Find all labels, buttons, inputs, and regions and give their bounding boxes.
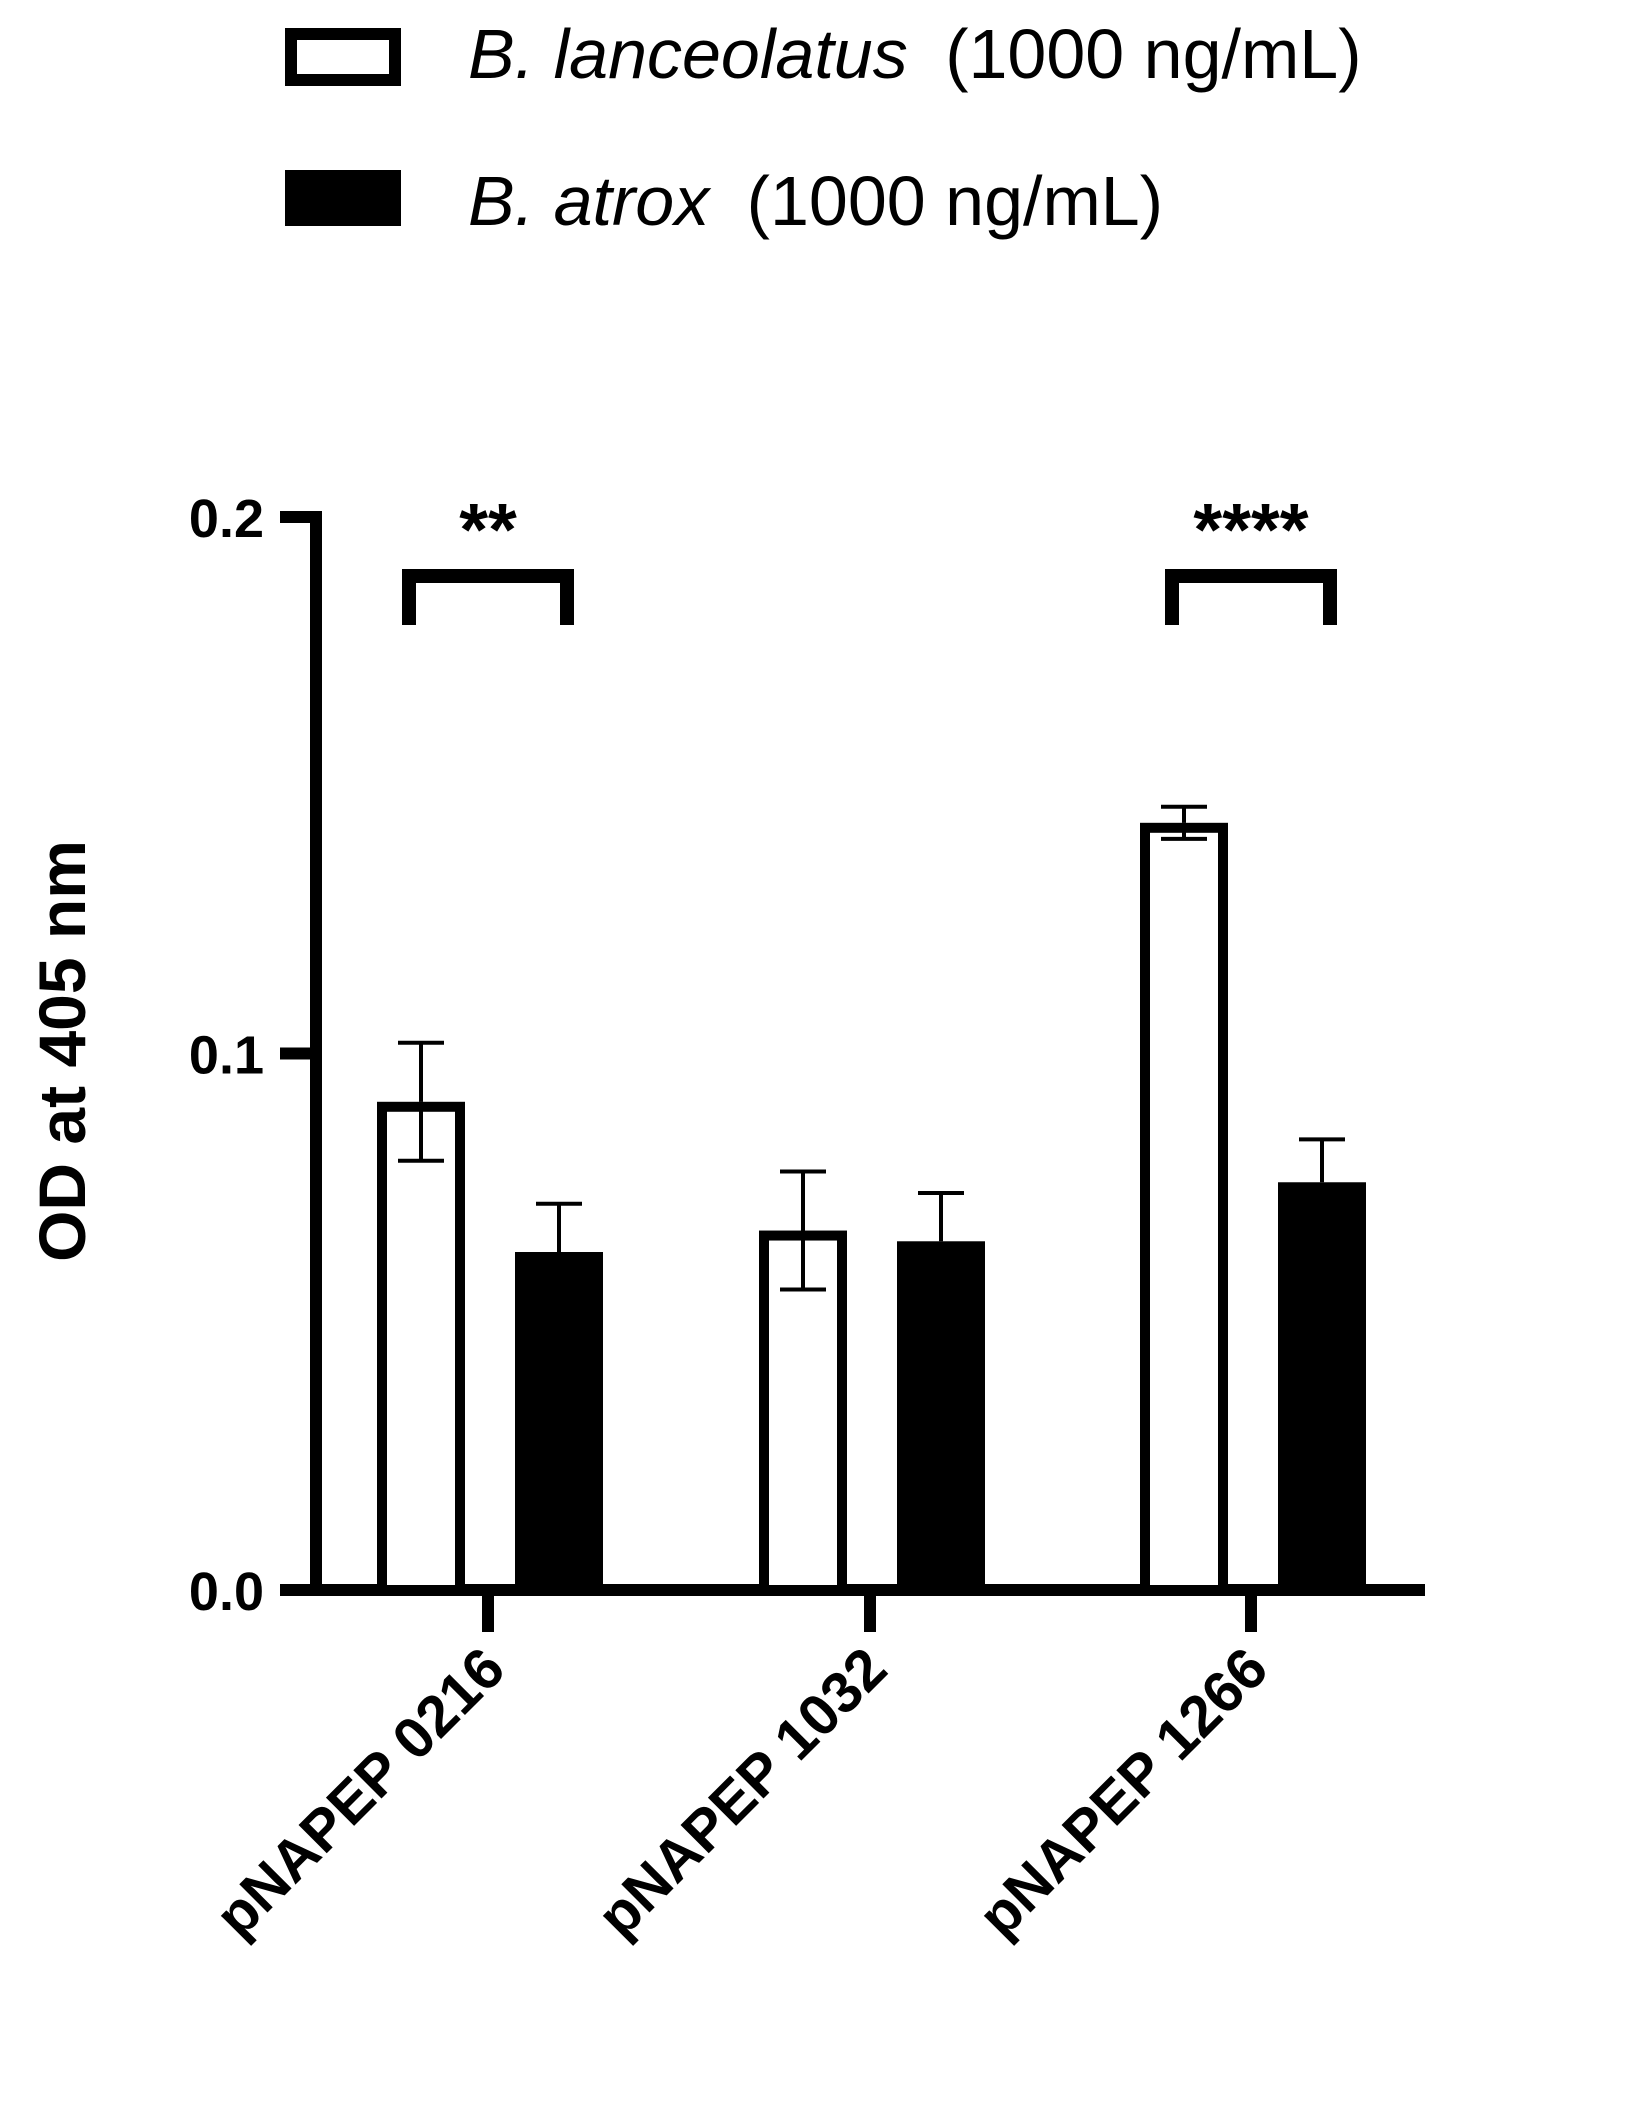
y-ticks: 0.0 0.1 0.2 (189, 489, 316, 1622)
legend-concentration-lanceolatus: (1000 ng/mL) (945, 15, 1361, 93)
legend-item-lanceolatus: B. lanceolatus (1000 ng/mL) (285, 15, 1362, 93)
y-tick-label: 0.2 (189, 489, 264, 549)
axes (310, 511, 1425, 1596)
bar (1278, 1182, 1366, 1590)
y-tick-label: 0.0 (189, 1562, 264, 1622)
significance-label: **** (1193, 488, 1308, 571)
legend-concentration-atrox: (1000 ng/mL) (747, 162, 1163, 240)
significance-bracket (1165, 569, 1337, 625)
legend-species-lanceolatus: B. lanceolatus (468, 15, 908, 93)
y-tick-label: 0.1 (189, 1026, 264, 1086)
bar (897, 1241, 985, 1590)
significance-label: ** (459, 488, 517, 571)
legend-species-atrox: B. atrox (468, 162, 712, 240)
y-axis-label: OD at 405 nm (25, 840, 99, 1262)
error-bars (398, 804, 1345, 1292)
x-ticks: pNAPEP 0216 pNAPEP 1032 pNAPEP 1266 (203, 1590, 1280, 1949)
bars (377, 822, 1366, 1596)
legend-swatch-lanceolatus (285, 28, 401, 86)
svg-text:B. lanceolatus (1000 n: B. lanceolatus (1000 ng/mL) (468, 15, 1362, 93)
bar (515, 1252, 603, 1590)
bar (377, 1101, 465, 1596)
significance-bracket (402, 569, 574, 625)
significance-annotations: ** **** (402, 488, 1337, 625)
svg-text:B. atrox (1000 ng/mL): B. atrox (1000 ng/mL) (468, 162, 1163, 240)
legend: B. lanceolatus (1000 ng/mL) B. atrox (10… (285, 15, 1362, 240)
x-tick-label: pNAPEP 1032 (585, 1635, 899, 1949)
x-tick-label: pNAPEP 1266 (966, 1635, 1280, 1949)
legend-item-atrox: B. atrox (1000 ng/mL) (285, 162, 1163, 240)
bar (1140, 822, 1228, 1595)
x-tick-label: pNAPEP 0216 (203, 1635, 517, 1949)
legend-swatch-atrox (285, 170, 401, 226)
